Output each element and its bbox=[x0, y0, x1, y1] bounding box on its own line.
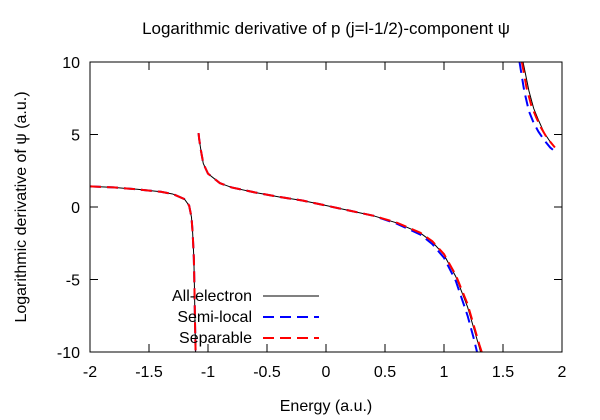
legend-label-1: Semi-local bbox=[177, 309, 252, 326]
y-tick-label: -10 bbox=[57, 345, 80, 362]
x-tick-label: -1.5 bbox=[135, 364, 163, 381]
plot-frame bbox=[89, 61, 563, 353]
series-line-2 bbox=[520, 62, 556, 149]
series-line-0 bbox=[90, 185, 197, 352]
x-tick-label: 0.5 bbox=[374, 364, 396, 381]
x-axis-label: Energy (a.u.) bbox=[280, 398, 372, 415]
series-line-1 bbox=[90, 185, 197, 352]
series-line-2 bbox=[197, 132, 483, 352]
x-tick-label: 1 bbox=[440, 364, 449, 381]
y-tick-label: -5 bbox=[66, 273, 80, 290]
series-line-2 bbox=[90, 185, 197, 352]
x-tick-label: -2 bbox=[83, 364, 97, 381]
legend: All-electron Semi-local Separable bbox=[172, 288, 319, 347]
x-tick-label: -1 bbox=[201, 364, 215, 381]
x-tick-label: 1.5 bbox=[492, 364, 514, 381]
series-line-1 bbox=[518, 62, 555, 152]
x-tick-label: 2 bbox=[558, 364, 567, 381]
series-lines bbox=[90, 62, 556, 352]
x-tick-label: 0 bbox=[322, 364, 331, 381]
axis-ticks: -2 -1.5 -1 -0.5 0 0.5 1 1.5 2 -10 -5 0 5 10 bbox=[57, 55, 567, 381]
legend-label-0: All-electron bbox=[172, 288, 252, 305]
x-tick-label: -0.5 bbox=[253, 364, 281, 381]
legend-label-2: Separable bbox=[179, 330, 252, 347]
y-tick-label: 10 bbox=[62, 55, 80, 72]
y-tick-label: 0 bbox=[71, 200, 80, 217]
chart-title: Logarithmic derivative of p (j=l-1/2)-co… bbox=[142, 19, 510, 38]
y-axis-label: Logarithmic derivative of ψ (a.u.) bbox=[13, 91, 30, 322]
y-tick-label: 5 bbox=[71, 128, 80, 145]
